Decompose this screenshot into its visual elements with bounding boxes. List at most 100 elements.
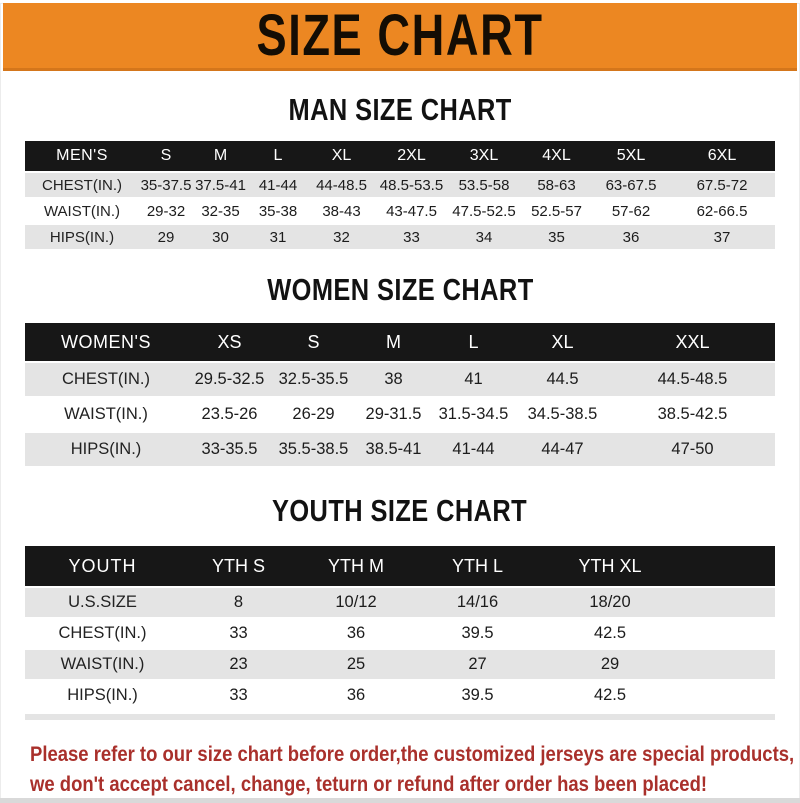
size-cell: 33 xyxy=(375,225,448,249)
size-column-header: YTH L xyxy=(415,546,540,586)
table-row: WAIST(IN.) 23 25 27 29 xyxy=(25,650,775,679)
order-notice-line2: we don't accept cancel, change, teturn o… xyxy=(30,773,708,796)
size-cell: 26-29 xyxy=(272,398,355,431)
spacer-cell xyxy=(680,619,775,648)
size-cell: 18/20 xyxy=(540,588,680,617)
size-column-header: XL xyxy=(515,323,610,361)
bottom-edge-strip xyxy=(0,798,800,803)
table-row: HIPS(IN.) 33-35.5 35.5-38.5 38.5-41 41-4… xyxy=(25,433,775,466)
size-cell: 29-32 xyxy=(139,199,193,223)
spacer-cell xyxy=(680,681,775,710)
size-cell: 44-47 xyxy=(515,433,610,466)
size-cell: 29-31.5 xyxy=(355,398,432,431)
size-cell: 31 xyxy=(248,225,308,249)
man-section-heading-text: MAN SIZE CHART xyxy=(288,92,512,127)
size-cell: 35-38 xyxy=(248,199,308,223)
youth-header-row: YOUTH YTH S YTH M YTH L YTH XL xyxy=(25,546,775,586)
spacer-cell xyxy=(680,588,775,617)
row-label: HIPS(IN.) xyxy=(25,681,180,710)
size-cell: 35 xyxy=(520,225,593,249)
size-cell: 33 xyxy=(180,681,297,710)
size-column-header: L xyxy=(248,141,308,171)
size-cell: 63-67.5 xyxy=(593,173,669,197)
size-cell: 32-35 xyxy=(193,199,248,223)
size-column-header: M xyxy=(355,323,432,361)
size-column-header: S xyxy=(272,323,355,361)
size-cell: 38.5-41 xyxy=(355,433,432,466)
size-column-header: YTH S xyxy=(180,546,297,586)
size-cell: 57-62 xyxy=(593,199,669,223)
size-cell: 41-44 xyxy=(432,433,515,466)
size-cell: 52.5-57 xyxy=(520,199,593,223)
size-cell: 39.5 xyxy=(415,681,540,710)
womens-header-row: WOMEN'S XS S M L XL XXL xyxy=(25,323,775,361)
women-section-heading: WOMEN SIZE CHART xyxy=(0,273,800,307)
size-cell: 35-37.5 xyxy=(139,173,193,197)
table-row: WAIST(IN.) 23.5-26 26-29 29-31.5 31.5-34… xyxy=(25,398,775,431)
womens-size-table: WOMEN'S XS S M L XL XXL CHEST(IN.) 29.5-… xyxy=(25,321,775,468)
size-cell: 47-50 xyxy=(610,433,775,466)
table-row: WAIST(IN.) 29-32 32-35 35-38 38-43 43-47… xyxy=(25,199,775,223)
womens-header-label: WOMEN'S xyxy=(25,323,187,361)
row-label: WAIST(IN.) xyxy=(25,398,187,431)
size-column-header: YTH M xyxy=(297,546,415,586)
size-cell: 48.5-53.5 xyxy=(375,173,448,197)
size-cell: 58-63 xyxy=(520,173,593,197)
row-label: CHEST(IN.) xyxy=(25,173,139,197)
row-label: HIPS(IN.) xyxy=(25,225,139,249)
mens-header-row: MEN'S S M L XL 2XL 3XL 4XL 5XL 6XL xyxy=(25,141,775,171)
size-cell: 53.5-58 xyxy=(448,173,520,197)
row-label: HIPS(IN.) xyxy=(25,433,187,466)
size-cell: 33 xyxy=(180,619,297,648)
size-cell: 62-66.5 xyxy=(669,199,775,223)
size-cell: 42.5 xyxy=(540,619,680,648)
size-column-header: 6XL xyxy=(669,141,775,171)
size-column-header: XS xyxy=(187,323,272,361)
size-column-header: XXL xyxy=(610,323,775,361)
size-cell: 35.5-38.5 xyxy=(272,433,355,466)
size-cell: 29.5-32.5 xyxy=(187,363,272,396)
size-cell: 27 xyxy=(415,650,540,679)
size-column-header: 5XL xyxy=(593,141,669,171)
spacer-cell xyxy=(680,650,775,679)
spacer-column-header xyxy=(680,546,775,586)
row-label: WAIST(IN.) xyxy=(25,199,139,223)
size-cell: 14/16 xyxy=(415,588,540,617)
youth-section-heading-text: YOUTH SIZE CHART xyxy=(272,493,528,528)
youth-header-label: YOUTH xyxy=(25,546,180,586)
size-cell: 43-47.5 xyxy=(375,199,448,223)
size-cell: 38 xyxy=(355,363,432,396)
size-cell: 34 xyxy=(448,225,520,249)
row-label: CHEST(IN.) xyxy=(25,363,187,396)
youth-table-bottom-strip xyxy=(25,714,775,720)
size-cell: 32.5-35.5 xyxy=(272,363,355,396)
size-column-header: 2XL xyxy=(375,141,448,171)
size-cell: 10/12 xyxy=(297,588,415,617)
size-chart-banner: SIZE CHART xyxy=(3,3,797,71)
order-notice-line1: Please refer to our size chart before or… xyxy=(30,743,795,766)
size-cell: 25 xyxy=(297,650,415,679)
table-row: CHEST(IN.) 33 36 39.5 42.5 xyxy=(25,619,775,648)
size-cell: 31.5-34.5 xyxy=(432,398,515,431)
size-cell: 36 xyxy=(593,225,669,249)
size-cell: 41 xyxy=(432,363,515,396)
banner-title: SIZE CHART xyxy=(256,3,544,68)
size-column-header: M xyxy=(193,141,248,171)
size-column-header: 4XL xyxy=(520,141,593,171)
youth-size-table: YOUTH YTH S YTH M YTH L YTH XL U.S.SIZE … xyxy=(25,544,775,712)
size-cell: 41-44 xyxy=(248,173,308,197)
youth-section-heading: YOUTH SIZE CHART xyxy=(0,494,800,528)
size-column-header: XL xyxy=(308,141,375,171)
size-cell: 29 xyxy=(540,650,680,679)
size-cell: 39.5 xyxy=(415,619,540,648)
order-notice: Please refer to our size chart before or… xyxy=(30,740,800,800)
size-column-header: S xyxy=(139,141,193,171)
table-row: HIPS(IN.) 33 36 39.5 42.5 xyxy=(25,681,775,710)
size-cell: 37 xyxy=(669,225,775,249)
table-row: CHEST(IN.) 35-37.5 37.5-41 41-44 44-48.5… xyxy=(25,173,775,197)
size-cell: 33-35.5 xyxy=(187,433,272,466)
size-cell: 36 xyxy=(297,619,415,648)
size-cell: 34.5-38.5 xyxy=(515,398,610,431)
size-cell: 38.5-42.5 xyxy=(610,398,775,431)
row-label: U.S.SIZE xyxy=(25,588,180,617)
